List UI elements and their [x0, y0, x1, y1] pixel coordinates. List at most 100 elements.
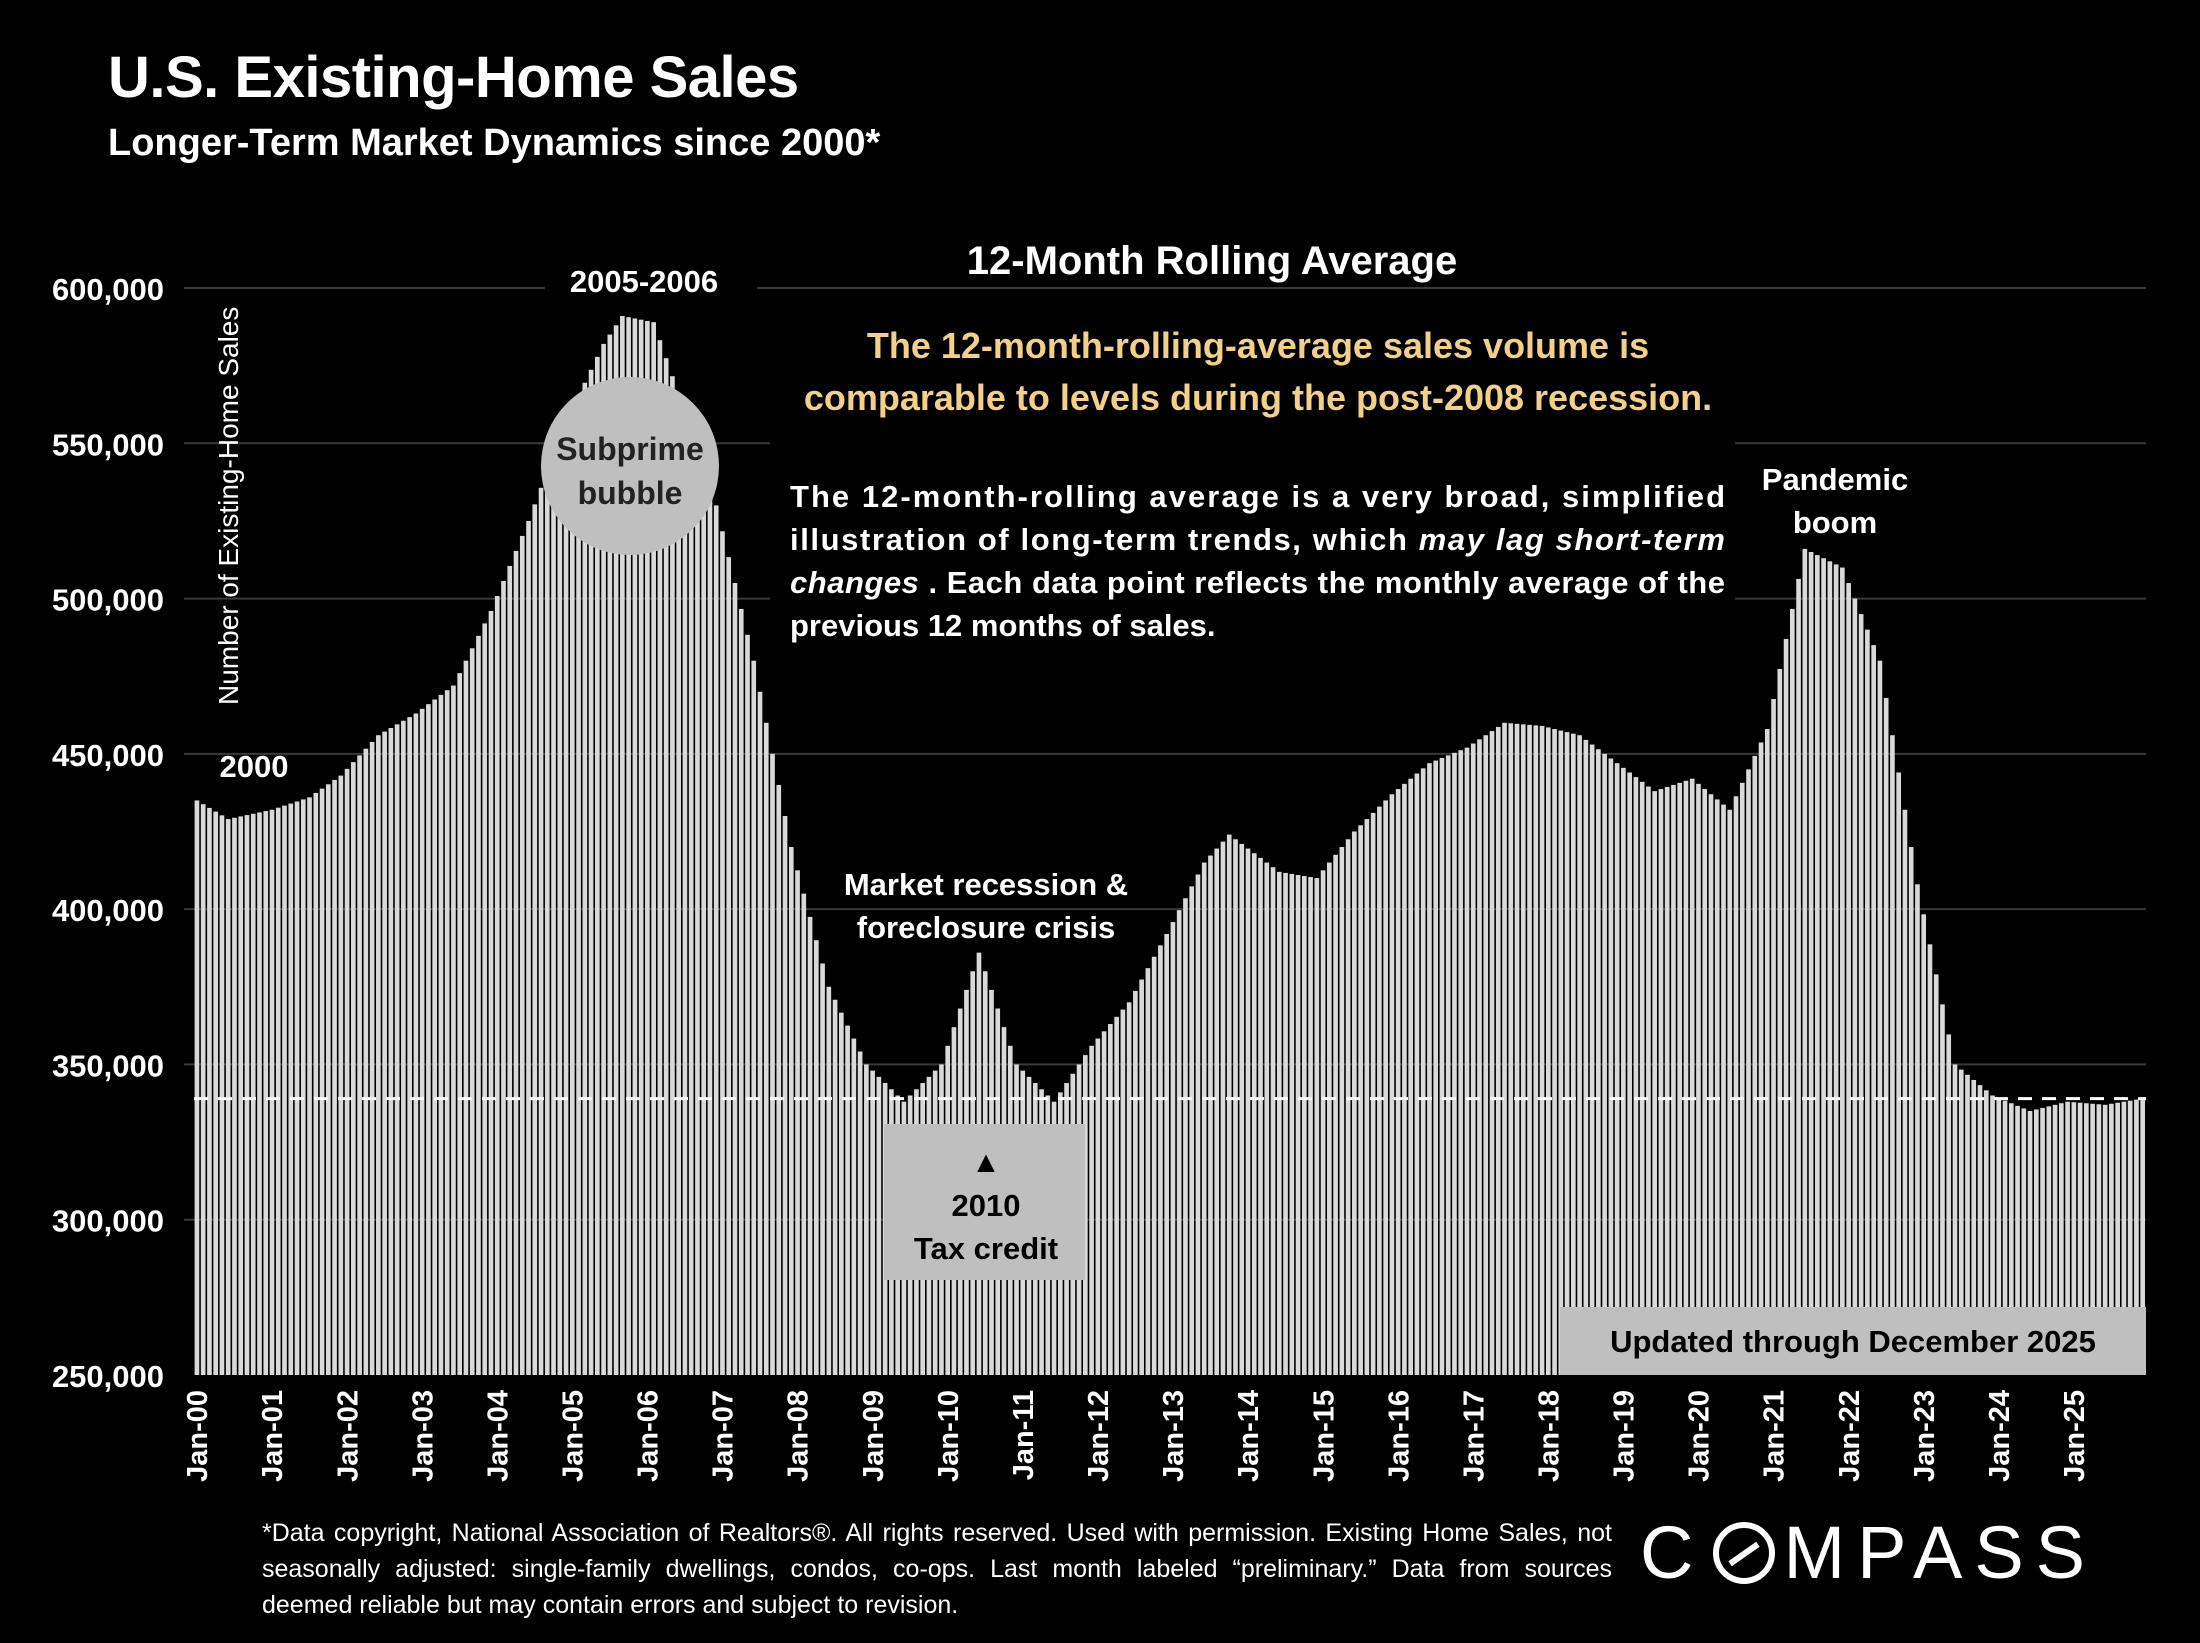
- tax-credit-year: 2010: [952, 1188, 1021, 1223]
- bar: [713, 505, 719, 1375]
- updated-label: Updated through December 2025: [1610, 1324, 2096, 1359]
- bar: [1352, 831, 1357, 1375]
- bar: [1708, 794, 1714, 1375]
- bar: [1764, 729, 1770, 1375]
- bar: [1771, 698, 1776, 1375]
- compass-logo: C MPASS: [1640, 1511, 2098, 1594]
- bar: [1752, 755, 1758, 1375]
- bar: [851, 1038, 857, 1375]
- bar: [444, 690, 450, 1375]
- x-tick-label: Jan-08: [783, 1390, 815, 1482]
- bar: [1145, 968, 1151, 1375]
- bar: [1195, 874, 1201, 1375]
- bar: [2008, 1103, 2014, 1375]
- bar: [488, 610, 494, 1375]
- bar: [469, 648, 475, 1375]
- bar: [1671, 784, 1676, 1375]
- bar: [1890, 735, 1895, 1375]
- bar: [1120, 1009, 1126, 1375]
- bar: [2059, 1103, 2064, 1375]
- y-tick-label: 300,000: [52, 1204, 164, 1239]
- x-tick-label: Jan-17: [1458, 1390, 1490, 1482]
- bar: [1201, 862, 1207, 1375]
- bar: [2071, 1102, 2077, 1375]
- bar: [1395, 789, 1401, 1375]
- x-tick-label: Jan-13: [1158, 1390, 1190, 1482]
- bar: [2040, 1107, 2045, 1375]
- bar: [1871, 645, 1876, 1375]
- bar: [1777, 668, 1783, 1375]
- bar: [720, 531, 725, 1375]
- bar: [351, 762, 356, 1375]
- bar: [1696, 783, 1701, 1375]
- bar: [1208, 855, 1213, 1375]
- bar: [788, 847, 794, 1375]
- bar: [1420, 768, 1426, 1375]
- bar: [826, 986, 832, 1375]
- bar: [2134, 1099, 2139, 1375]
- bar: [1314, 878, 1320, 1375]
- bar: [1283, 872, 1288, 1375]
- y-tick-labels: 600,000 550,000 500,000 450,000 400,000 350,0…: [52, 272, 244, 1394]
- bar: [1377, 806, 1382, 1375]
- bar: [2096, 1104, 2102, 1375]
- bar: [1464, 747, 1470, 1375]
- bar: [1908, 847, 1914, 1375]
- annotation-peak: 2005-2006: [570, 264, 718, 299]
- bar: [1483, 735, 1489, 1375]
- bar: [1151, 956, 1157, 1375]
- tax-credit-arrow-icon: ▲: [971, 1146, 1001, 1179]
- bar: [501, 580, 506, 1375]
- bar: [1370, 812, 1376, 1375]
- bar: [407, 717, 412, 1375]
- bar: [738, 608, 744, 1375]
- bar: [1683, 780, 1689, 1375]
- bar: [1646, 786, 1651, 1375]
- bar: [582, 382, 588, 1376]
- bar: [876, 1076, 882, 1375]
- bar: [244, 815, 250, 1375]
- bar: [1927, 944, 1933, 1375]
- bar: [613, 325, 619, 1376]
- x-tick-label: Jan-16: [1383, 1390, 1415, 1482]
- bar: [1977, 1085, 1983, 1375]
- bar: [1477, 739, 1482, 1375]
- bar: [1896, 772, 1901, 1375]
- bar: [726, 557, 732, 1375]
- bar: [332, 779, 337, 1375]
- bar: [1176, 910, 1182, 1375]
- bar: [419, 708, 425, 1375]
- bar: [532, 504, 538, 1376]
- bar: [1539, 725, 1545, 1375]
- y-tick-label: 250,000: [52, 1359, 164, 1394]
- bar: [1358, 825, 1363, 1375]
- page-title: U.S. Existing-Home Sales: [108, 45, 799, 110]
- annotation-bubble-line1: Subprime: [556, 431, 704, 467]
- bar: [1858, 614, 1864, 1375]
- bar: [1220, 841, 1226, 1375]
- bar: [776, 784, 782, 1375]
- x-tick-label: Jan-01: [257, 1390, 289, 1482]
- bar: [813, 940, 819, 1375]
- annotation-body-line: previous 12 months of sales.: [790, 608, 1216, 643]
- bar: [2084, 1103, 2089, 1375]
- bar: [432, 699, 437, 1375]
- bar: [801, 893, 807, 1375]
- y-tick-label: 500,000: [52, 583, 164, 618]
- bar: [1270, 867, 1276, 1375]
- bar: [1827, 561, 1833, 1375]
- bar: [482, 623, 488, 1375]
- bar: [463, 660, 469, 1375]
- bar: [1433, 760, 1439, 1375]
- bar: [376, 735, 381, 1375]
- bar: [1883, 697, 1889, 1375]
- footnote: *Data copyright, National Association of…: [262, 1519, 1612, 1619]
- y-tick-label: 600,000: [52, 272, 164, 307]
- bar: [232, 817, 237, 1375]
- bar: [1677, 782, 1683, 1375]
- bar: [1083, 1055, 1088, 1375]
- bar: [1320, 870, 1326, 1375]
- bar: [1915, 884, 1920, 1375]
- bar: [1746, 769, 1751, 1375]
